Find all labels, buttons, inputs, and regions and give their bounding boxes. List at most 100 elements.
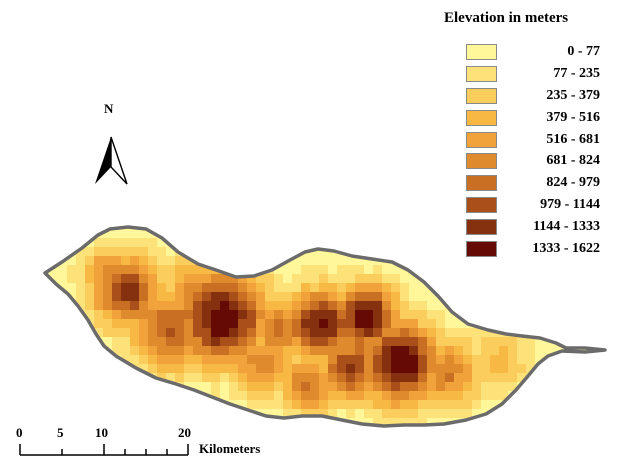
raster-cell (45, 373, 49, 382)
raster-cell (238, 247, 247, 256)
raster-cell (337, 337, 346, 346)
raster-cell (121, 310, 130, 319)
raster-cell (319, 301, 328, 310)
raster-cell (472, 283, 481, 292)
raster-cell (553, 373, 562, 382)
raster-cell (94, 328, 103, 337)
raster-cell (265, 382, 274, 391)
raster-cell (319, 355, 328, 364)
raster-cell (544, 328, 553, 337)
raster-cell (220, 337, 229, 346)
raster-cell (490, 292, 499, 301)
raster-cell (517, 391, 526, 400)
raster-cell (427, 364, 436, 373)
raster-cell (157, 301, 166, 310)
raster-cell (328, 337, 337, 346)
raster-cell (274, 400, 283, 409)
raster-cell (103, 301, 112, 310)
raster-cell (337, 373, 346, 382)
raster-cell (418, 418, 427, 426)
raster-cell (607, 364, 616, 373)
raster-cell (472, 337, 481, 346)
raster-cell (166, 355, 175, 364)
raster-cell (427, 418, 436, 426)
raster-cell (481, 355, 490, 364)
raster-cell (526, 427, 535, 436)
raster-cell (67, 382, 76, 391)
raster-cell (45, 247, 49, 256)
legend-item: 979 - 1144 (466, 197, 616, 219)
raster-cell (490, 373, 499, 382)
raster-cell (526, 301, 535, 310)
raster-cell (463, 292, 472, 301)
raster-cell (238, 391, 247, 400)
raster-cell (112, 364, 121, 373)
raster-cell (292, 355, 301, 364)
raster-cell (427, 247, 436, 256)
raster-cell (220, 274, 229, 283)
raster-cell (256, 418, 265, 426)
raster-cell (256, 310, 265, 319)
raster-cell (355, 427, 364, 436)
raster-cell (607, 391, 616, 400)
raster-cell (85, 337, 94, 346)
raster-cell (301, 400, 310, 409)
raster-cell (121, 409, 130, 418)
raster-cell (328, 256, 337, 265)
raster-cell (418, 247, 427, 256)
raster-cell (490, 265, 499, 274)
raster-cell (76, 391, 85, 400)
raster-cell (391, 229, 400, 238)
raster-cell (157, 227, 166, 229)
raster-cell (553, 301, 562, 310)
scale-bar (19, 444, 189, 456)
raster-cell (94, 391, 103, 400)
raster-cell (373, 238, 382, 247)
raster-cell (283, 337, 292, 346)
raster-cell (202, 409, 211, 418)
raster-cell (598, 364, 605, 373)
raster-cell (211, 229, 220, 238)
raster-cell (103, 391, 112, 400)
raster-cell (319, 400, 328, 409)
raster-cell (517, 337, 526, 346)
raster-cell (211, 409, 220, 418)
raster-cell (427, 337, 436, 346)
raster-cell (589, 310, 598, 319)
raster-cell (589, 355, 598, 364)
raster-cell (580, 373, 589, 382)
raster-cell (103, 364, 112, 373)
raster-cell (247, 227, 256, 229)
raster-cell (49, 337, 58, 346)
raster-cell (76, 292, 85, 301)
raster-cell (346, 292, 355, 301)
raster-cell (544, 346, 553, 355)
raster-cell (454, 409, 463, 418)
raster-cell (211, 418, 220, 426)
raster-cell (490, 283, 499, 292)
raster-cell (499, 427, 508, 436)
raster-cell (85, 382, 94, 391)
raster-cell (45, 301, 49, 310)
raster-cell (292, 409, 301, 418)
raster-cell (553, 328, 562, 337)
raster-cell (517, 301, 526, 310)
raster-cell (292, 310, 301, 319)
raster-cell (490, 355, 499, 364)
raster-cell (301, 310, 310, 319)
raster-cell (139, 283, 148, 292)
raster-cell (157, 418, 166, 426)
raster-cell (544, 373, 553, 382)
island-coastline (43, 225, 607, 428)
raster-cell (481, 301, 490, 310)
raster-cell (76, 229, 85, 238)
raster-cell (436, 319, 445, 328)
raster-cell (409, 292, 418, 301)
raster-cell (580, 265, 589, 274)
raster-cell (589, 382, 598, 391)
raster-cell (211, 283, 220, 292)
raster-cell (562, 382, 571, 391)
raster-cell (193, 283, 202, 292)
raster-cell (265, 319, 274, 328)
raster-cell (211, 391, 220, 400)
